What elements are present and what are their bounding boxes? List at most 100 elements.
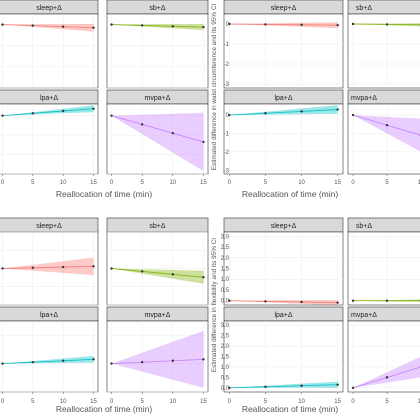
estimate-line <box>229 109 338 116</box>
y-tick-label: -2 <box>224 150 230 156</box>
estimate-point <box>385 123 389 127</box>
x-tick-label: 15 <box>334 399 341 405</box>
facet-label: mvpa+Δ <box>351 95 377 102</box>
estimate-point <box>61 109 65 113</box>
estimate-point <box>300 384 303 387</box>
x-tick-label: 5 <box>264 399 268 405</box>
x-tick-label: 10 <box>298 399 305 405</box>
x-tick-label: 0 <box>351 180 355 186</box>
facet-label: sleep+Δ <box>36 5 62 12</box>
x-tick-label: 10 <box>60 399 67 405</box>
facet-label: lpa+Δ <box>274 312 292 319</box>
x-axis-title: Reallocation of time (min) <box>242 189 339 199</box>
x-axis-title: Reallocation of time (min) <box>242 404 339 414</box>
facet-panel: sleep+Δ <box>0 0 99 89</box>
estimate-point <box>61 359 65 362</box>
estimate-point <box>110 362 113 365</box>
facet-label: lpa+Δ <box>40 95 58 102</box>
panel-background <box>347 103 420 175</box>
estimate-point <box>202 276 205 279</box>
estimate-point <box>228 386 231 390</box>
estimate-point <box>1 23 4 26</box>
facet-label: sleep+Δ <box>36 223 62 230</box>
estimate-point <box>264 300 267 303</box>
estimate-line <box>229 23 338 26</box>
facet-panel: sb+Δ <box>347 217 420 306</box>
panel-background <box>0 320 99 393</box>
estimate-point <box>336 301 339 304</box>
x-tick-label: 0 <box>1 180 5 186</box>
estimate-line <box>111 24 204 28</box>
x-tick-label: 5 <box>141 399 145 405</box>
x-tick-label: 5 <box>31 399 35 405</box>
estimate-line <box>352 23 420 26</box>
ci-ribbon <box>229 105 338 116</box>
ci-ribbon <box>2 257 94 276</box>
y-tick-label: 1.0 <box>221 277 230 283</box>
facet-panel: sb+Δ <box>347 0 420 89</box>
panel-background <box>347 320 420 393</box>
estimate-point <box>1 362 4 365</box>
x-tick-label: 5 <box>31 180 35 186</box>
x-tick-label: 10 <box>298 180 305 186</box>
y-tick-label: 0 <box>226 113 230 119</box>
estimate-line <box>111 115 204 143</box>
facet-label: mvpa+Δ <box>351 312 377 319</box>
estimate-point <box>171 359 175 362</box>
estimate-line <box>229 384 338 389</box>
facet-panel: sleep+Δ <box>0 217 99 306</box>
x-axis-title: Reallocation of time (min) <box>56 189 153 199</box>
chart-quadrant-2: sleep+Δ 0 -1 -2 -3 sb+Δ lpa+Δ 0 5 10 15 0 -1 -2 -3 mvpa… <box>211 0 420 199</box>
estimate-point <box>140 360 144 364</box>
estimate-point <box>110 267 113 270</box>
estimate-point <box>61 265 65 269</box>
x-tick-label: 10 <box>418 180 420 186</box>
facet-panel: lpa+Δ 0 5 10 15 0 -1 -2 -3 <box>223 89 344 186</box>
estimate-point <box>171 25 175 28</box>
y-tick-label: 0.0 <box>221 299 230 305</box>
x-tick-label: 15 <box>200 399 207 405</box>
y-axis-title: Estimated difference in waist circumfere… <box>211 4 218 171</box>
estimate-point <box>110 114 113 117</box>
estimate-point <box>385 376 389 379</box>
estimate-point <box>140 24 144 27</box>
x-tick-label: 5 <box>385 399 389 405</box>
x-tick-label: 15 <box>90 399 97 405</box>
y-tick-label: 2.5 <box>221 334 230 340</box>
y-tick-label: 0.0 <box>221 386 230 392</box>
y-tick-label: -1 <box>224 131 230 137</box>
facet-panel: sleep+Δ 0.0 0.5 1.0 1.5 2.0 2.5 3.0 <box>221 217 344 306</box>
estimate-point <box>300 300 303 304</box>
y-tick-label: 0 <box>226 22 230 28</box>
estimate-point <box>264 112 267 115</box>
y-axis-title: Estimated difference in flexibility and … <box>211 238 218 372</box>
panel-background <box>106 320 209 393</box>
estimate-point <box>264 385 267 388</box>
estimate-point <box>110 23 113 26</box>
estimate-point <box>351 299 355 302</box>
facet-label: mvpa+Δ <box>145 95 171 102</box>
x-tick-label: 5 <box>141 180 145 186</box>
facet-label: lpa+Δ <box>274 95 292 102</box>
panel-background <box>223 13 344 89</box>
estimate-point <box>336 24 339 27</box>
facet-label: sb+Δ <box>149 223 165 230</box>
estimate-point <box>1 114 4 117</box>
panel-background <box>223 103 344 175</box>
estimate-point <box>61 25 65 28</box>
estimate-point <box>336 108 339 111</box>
facet-panel: lpa+Δ 0 5 10 15 <box>0 89 99 186</box>
y-tick-label: 3.0 <box>221 323 230 329</box>
y-tick-label: -3 <box>224 168 230 174</box>
y-tick-label: 3.0 <box>221 234 230 240</box>
ci-ribbon <box>2 355 94 364</box>
chart-quadrant-4: sleep+Δ 0.0 0.5 1.0 1.5 2.0 2.5 3.0 sb+Δ lpa+Δ 0 5 1… <box>211 217 420 414</box>
estimate-point <box>300 23 303 26</box>
estimate-point <box>264 23 267 26</box>
estimate-point <box>140 270 144 273</box>
